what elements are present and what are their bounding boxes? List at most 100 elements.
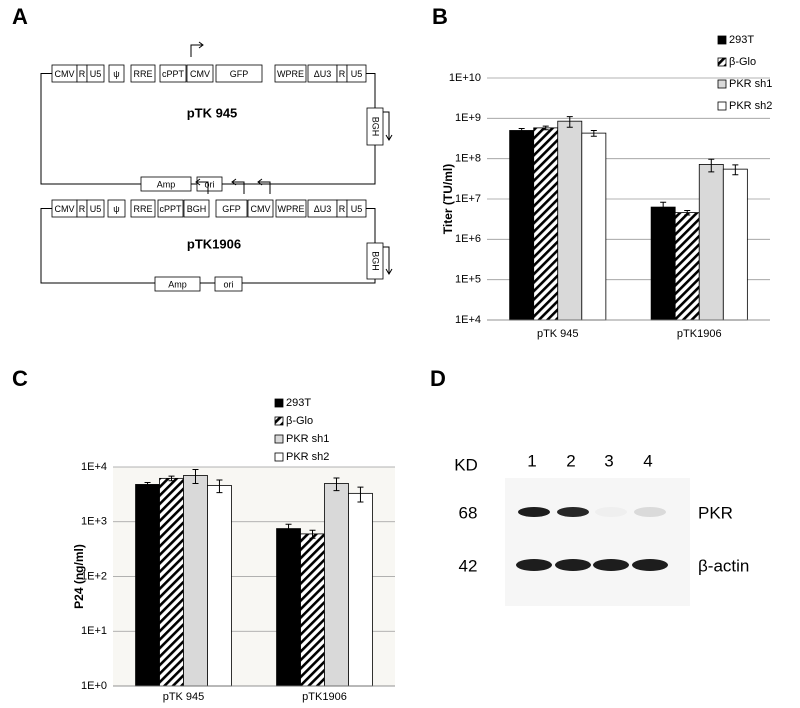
panel-label: D: [430, 366, 446, 391]
arrow-head: [198, 41, 204, 49]
pkr-band: [595, 507, 627, 517]
element-box: [346, 199, 367, 218]
lane-label: 1: [527, 451, 536, 470]
element-box: [183, 199, 210, 218]
marker-label: 42: [459, 556, 478, 575]
legend-label: β-Glo: [729, 56, 756, 68]
terminator-arrow: [383, 246, 393, 275]
element-label: RRE: [133, 204, 152, 214]
y-tick-label: 1E+4: [81, 461, 107, 473]
promoter-arrow: [190, 44, 203, 57]
element-label: ψ: [113, 204, 119, 214]
bar: [533, 127, 559, 321]
panel-label: A: [12, 4, 28, 29]
element-box: [214, 276, 243, 292]
x-tick-label: pTK 945: [163, 691, 205, 703]
element-label: WPRE: [278, 204, 305, 214]
element-label: GFP: [230, 69, 249, 79]
error-bar: [216, 479, 223, 494]
panel-d: D KD 1 2 3 4 68 PKR 42 β-actin: [430, 366, 749, 606]
element-label: R: [339, 204, 346, 214]
arrow-head: [195, 178, 201, 186]
legend-label: PKR sh2: [286, 451, 329, 463]
arrow-head: [257, 178, 263, 186]
element-label: CMV: [55, 204, 75, 214]
panel-label: C: [12, 366, 28, 391]
protein-label: PKR: [698, 503, 733, 522]
pkr-band: [634, 507, 666, 517]
actin-band: [516, 559, 552, 571]
y-axis-label: Titer (TU/ml): [441, 164, 455, 234]
error-bar: [309, 529, 316, 539]
element-box: [159, 64, 187, 83]
pkr-band: [557, 507, 589, 517]
bar: [581, 132, 607, 321]
legend-swatch: [274, 416, 284, 426]
element-label: ori: [223, 279, 233, 289]
construct-name: pTK 945: [187, 105, 238, 120]
terminator-box: [366, 242, 384, 280]
element-box: [130, 64, 156, 83]
panel-a: A CMV R U5 ψ RRE cPPT CMV GFP WPRE ΔU3 R U5 BGH Amp ori…: [12, 4, 393, 292]
element-box: [108, 64, 125, 83]
element-label: cPPT: [162, 69, 185, 79]
error-bar: [357, 486, 364, 503]
element-label: WPRE: [277, 69, 304, 79]
element-label: Amp: [168, 279, 187, 289]
legend-label: PKR sh1: [286, 433, 329, 445]
error-bar: [192, 469, 199, 484]
error-bar: [144, 482, 151, 488]
actin-band: [555, 559, 591, 571]
terminator-arrow: [383, 111, 393, 141]
construct-name: pTK1906: [187, 236, 241, 251]
legend-swatch: [717, 35, 727, 45]
x-tick-label: pTK1906: [302, 691, 347, 703]
element-label: R: [79, 204, 86, 214]
bar: [324, 483, 349, 687]
y-tick-label: 1E+8: [455, 153, 481, 165]
arrow-head: [231, 178, 237, 186]
terminator-label: BGH: [371, 251, 381, 271]
element-label: cPPT: [159, 204, 182, 214]
element-label: ΔU3: [314, 69, 332, 79]
panel-label: B: [432, 4, 448, 29]
y-tick-label: 1E+4: [455, 314, 481, 326]
element-label: R: [339, 69, 346, 79]
element-label: Amp: [157, 179, 176, 189]
error-bar: [333, 477, 340, 492]
actin-band: [593, 559, 629, 571]
bar: [698, 164, 724, 321]
bar: [276, 528, 301, 687]
bar: [557, 120, 583, 321]
bar: [650, 206, 676, 321]
y-tick-label: 1E+5: [455, 274, 481, 286]
error-bar: [684, 209, 691, 216]
element-box: [157, 199, 184, 218]
legend-swatch: [717, 79, 727, 89]
error-bar: [708, 158, 715, 173]
bar: [159, 477, 184, 687]
blot-membrane: [505, 478, 690, 606]
element-label: U5: [351, 69, 363, 79]
y-axis-label: P24 (ng/ml): [72, 544, 86, 609]
element-label: U5: [351, 204, 363, 214]
y-tick-label: 1E+2: [81, 570, 107, 582]
element-box: [86, 64, 105, 83]
element-label: BGH: [187, 204, 207, 214]
actin-band: [632, 559, 668, 571]
legend-swatch: [717, 57, 727, 67]
element-label: RRE: [133, 69, 152, 79]
panel-b: B 1E+4 1E+5 1E+6 1E+7 1E+8 1E+9 1E+10 Titer (TU/…: [432, 4, 772, 340]
element-box: [274, 64, 307, 83]
element-label: CMV: [251, 204, 271, 214]
legend-swatch: [274, 452, 284, 462]
bar: [207, 485, 232, 687]
y-tick-label: 1E+7: [455, 193, 481, 205]
error-bar: [518, 127, 525, 134]
element-box: [346, 64, 367, 83]
legend-label: 293T: [286, 397, 311, 409]
unit-label: KD: [454, 455, 478, 474]
legend-label: β-Glo: [286, 415, 313, 427]
protein-label: β-actin: [698, 556, 749, 575]
promoter-arrow: [232, 181, 245, 194]
